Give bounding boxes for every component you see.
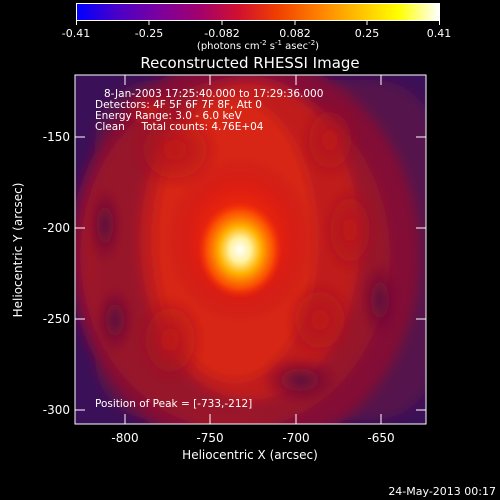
x-tick-label: -750 bbox=[196, 431, 223, 445]
colorbar-tick-label: -0.41 bbox=[62, 27, 90, 40]
x-tick-label: -800 bbox=[111, 431, 138, 445]
colorbar-tick-label: -0.082 bbox=[204, 27, 239, 40]
creation-date: 24-May-2013 00:17 bbox=[388, 485, 496, 498]
x-tick-label: -650 bbox=[367, 431, 394, 445]
colorbar-tick-label: -0.25 bbox=[135, 27, 163, 40]
energy-range-text: Energy Range: 3.0 - 6.0 keV bbox=[95, 110, 243, 122]
colorbar-tick-label: 0.41 bbox=[427, 27, 452, 40]
plot-frame bbox=[74, 74, 427, 425]
y-tick-label: -150 bbox=[43, 130, 70, 144]
x-tick-label: -700 bbox=[282, 431, 309, 445]
y-tick-label: -250 bbox=[43, 312, 70, 326]
colorbar-gradient bbox=[77, 4, 439, 20]
y-axis-label: Heliocentric Y (arcsec) bbox=[11, 183, 25, 318]
peak-position-text: Position of Peak = [-733,-212] bbox=[95, 398, 252, 410]
counts-text: Clean Total counts: 4.76E+04 bbox=[95, 121, 264, 133]
colorbar-tick-label: 0.082 bbox=[279, 27, 311, 40]
colorbar-tick-label: 0.25 bbox=[355, 27, 380, 40]
x-axis-label: Heliocentric X (arcsec) bbox=[182, 448, 318, 462]
colorbar-unit-label: (photons cm-2 s-1 asec-2) bbox=[197, 39, 319, 52]
detectors-text: Detectors: 4F 5F 6F 7F 8F, Att 0 bbox=[95, 99, 262, 111]
time-range-text: 8-Jan-2003 17:25:40.000 to 17:29:36.000 bbox=[104, 88, 323, 100]
y-tick-label: -300 bbox=[43, 403, 70, 417]
y-tick-label: -200 bbox=[43, 221, 70, 235]
colorbar bbox=[76, 3, 440, 21]
rhessi-image bbox=[75, 75, 426, 424]
plot-title: Reconstructed RHESSI Image bbox=[140, 54, 359, 72]
